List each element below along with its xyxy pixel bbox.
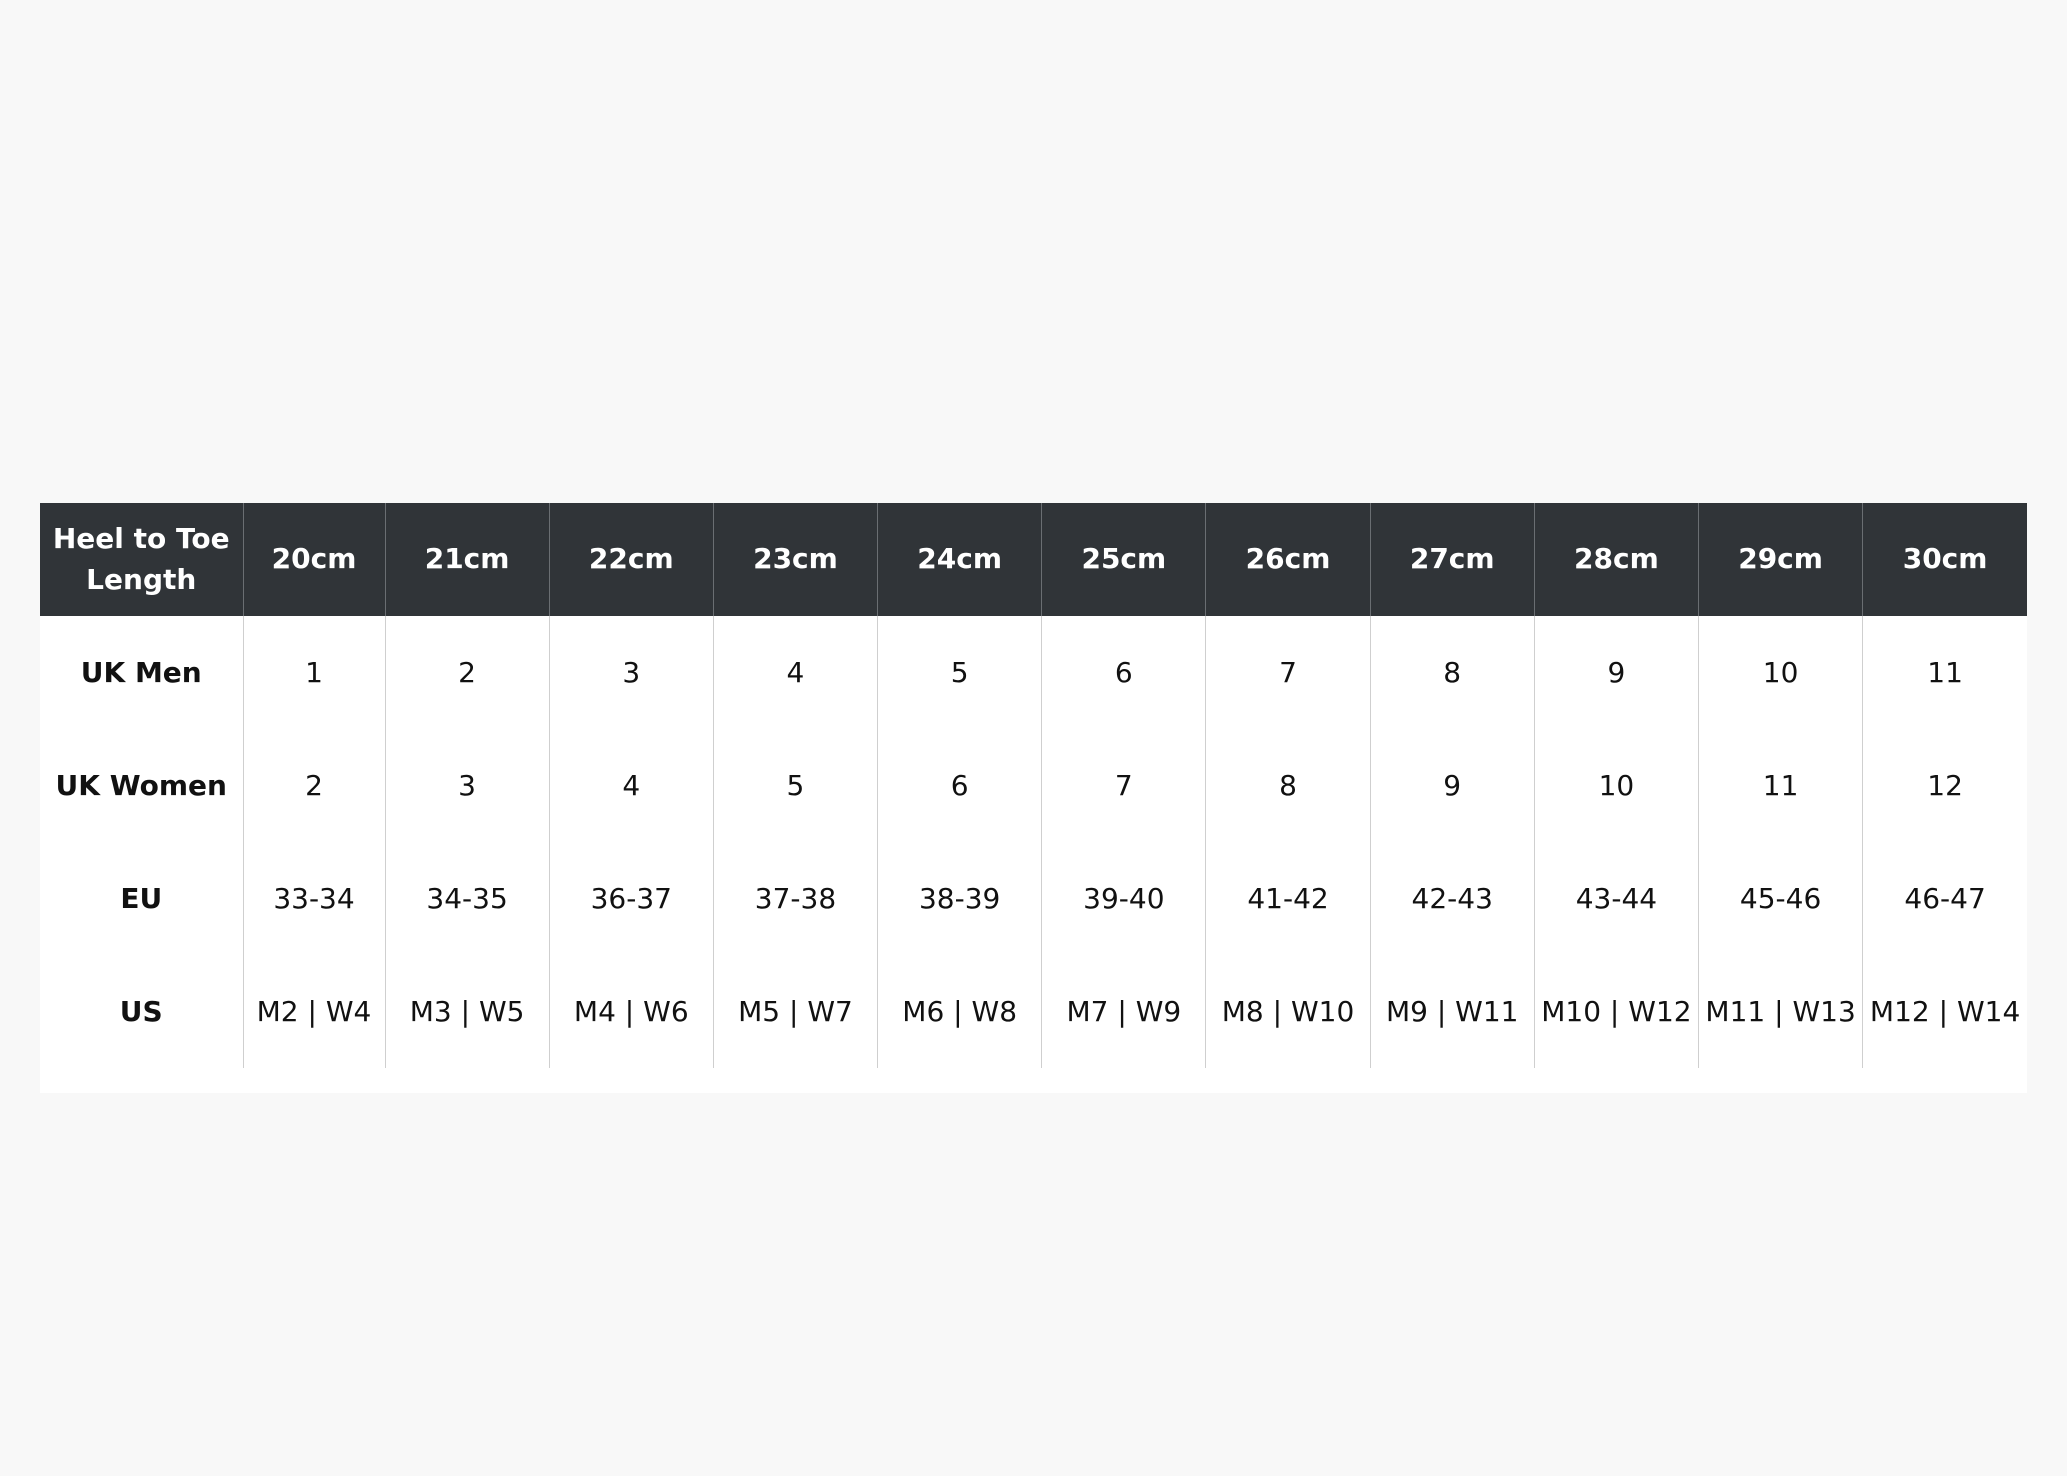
size-cell: M2 | W4 bbox=[242, 955, 385, 1068]
size-cell: 11 bbox=[1862, 616, 2027, 729]
header-size: 25cm bbox=[1041, 503, 1206, 616]
size-cell: 10 bbox=[1533, 729, 1699, 842]
size-cell: 4 bbox=[548, 729, 714, 842]
row-label: US bbox=[119, 995, 163, 1028]
size-cell: 3 bbox=[384, 729, 550, 842]
size-cell: M12 | W14 bbox=[1862, 955, 2027, 1068]
size-cell: 5 bbox=[877, 616, 1042, 729]
size-cell: 9 bbox=[1369, 729, 1535, 842]
header-label: Heel to Toe Length bbox=[40, 503, 243, 616]
size-cell: 39-40 bbox=[1041, 842, 1206, 955]
row-label: UK Women bbox=[55, 769, 227, 802]
size-cell: M3 | W5 bbox=[384, 955, 550, 1068]
size-row: US M2 | W4 M3 | W5 M4 | W6 M5 | W7 M6 | W8 M7 … bbox=[40, 955, 2027, 1068]
size-cell: 42-43 bbox=[1369, 842, 1535, 955]
header-size: 24cm bbox=[877, 503, 1042, 616]
size-cell: 11 bbox=[1697, 729, 1863, 842]
size-cell: M9 | W11 bbox=[1369, 955, 1535, 1068]
size-cell: 41-42 bbox=[1205, 842, 1371, 955]
header-size: 28cm bbox=[1533, 503, 1699, 616]
size-cell: 33-34 bbox=[242, 842, 385, 955]
size-cell: 8 bbox=[1205, 729, 1371, 842]
size-cell: 4 bbox=[712, 616, 878, 729]
header-size: 27cm bbox=[1369, 503, 1535, 616]
header-row: Heel to Toe Length 20cm 21cm 22cm 23cm 24cm 25… bbox=[40, 503, 2027, 616]
header-size: 26cm bbox=[1205, 503, 1371, 616]
size-cell: 2 bbox=[384, 616, 550, 729]
size-cell: M10 | W12 bbox=[1533, 955, 1699, 1068]
header-size: 30cm bbox=[1862, 503, 2027, 616]
size-cell: 6 bbox=[1041, 616, 1206, 729]
size-cell: 9 bbox=[1533, 616, 1699, 729]
size-cell: M7 | W9 bbox=[1041, 955, 1206, 1068]
size-cell: 7 bbox=[1041, 729, 1206, 842]
size-chart: Heel to Toe Length 20cm 21cm 22cm 23cm 24cm 25… bbox=[40, 503, 2027, 1093]
header-size: 29cm bbox=[1697, 503, 1863, 616]
size-cell: 38-39 bbox=[877, 842, 1042, 955]
size-cell: 43-44 bbox=[1533, 842, 1699, 955]
header-size: 20cm bbox=[242, 503, 385, 616]
header-size: 22cm bbox=[548, 503, 714, 616]
size-cell: 3 bbox=[548, 616, 714, 729]
size-cell: 36-37 bbox=[548, 842, 714, 955]
row-label: EU bbox=[120, 882, 163, 915]
size-cell: 12 bbox=[1862, 729, 2027, 842]
size-cell: M6 | W8 bbox=[877, 955, 1042, 1068]
size-cell: 2 bbox=[242, 729, 385, 842]
size-cell: 10 bbox=[1697, 616, 1863, 729]
header-size: 21cm bbox=[384, 503, 550, 616]
size-cell: 5 bbox=[712, 729, 878, 842]
size-cell: 7 bbox=[1205, 616, 1371, 729]
header-size: 23cm bbox=[712, 503, 878, 616]
size-cell: M11 | W13 bbox=[1697, 955, 1863, 1068]
size-row: UK Women 2 3 4 5 6 7 8 9 10 11 12 bbox=[40, 729, 2027, 842]
size-cell: 1 bbox=[242, 616, 385, 729]
size-cell: 37-38 bbox=[712, 842, 878, 955]
size-row: EU 33-34 34-35 36-37 37-38 38-39 39-40 41-42 42-… bbox=[40, 842, 2027, 955]
size-cell: 34-35 bbox=[384, 842, 550, 955]
size-cell: 45-46 bbox=[1697, 842, 1863, 955]
size-cell: M8 | W10 bbox=[1205, 955, 1371, 1068]
size-cell: M4 | W6 bbox=[548, 955, 714, 1068]
size-table: Heel to Toe Length 20cm 21cm 22cm 23cm 24cm 25… bbox=[40, 503, 2027, 1068]
size-row: UK Men 1 2 3 4 5 6 7 8 9 10 11 bbox=[40, 616, 2027, 729]
size-cell: 6 bbox=[877, 729, 1042, 842]
row-label: UK Men bbox=[80, 656, 202, 689]
size-cell: M5 | W7 bbox=[712, 955, 878, 1068]
size-cell: 8 bbox=[1369, 616, 1535, 729]
size-cell: 46-47 bbox=[1862, 842, 2027, 955]
